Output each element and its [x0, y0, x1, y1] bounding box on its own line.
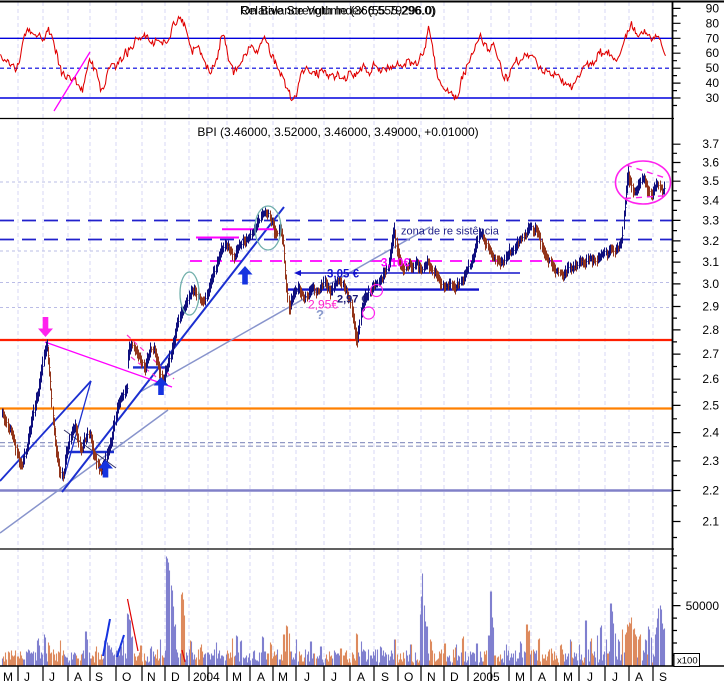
svg-text:2,97 €: 2,97 € [337, 294, 368, 306]
svg-text:70: 70 [706, 31, 720, 45]
svg-text:90: 90 [706, 1, 720, 15]
svg-text:3.2: 3.2 [702, 234, 719, 248]
svg-text:M: M [515, 670, 525, 684]
svg-text:30: 30 [706, 91, 720, 105]
svg-text:M: M [563, 670, 573, 684]
svg-text:3.1: 3.1 [702, 255, 719, 269]
svg-text:2.5: 2.5 [702, 398, 719, 412]
svg-text:2,95€: 2,95€ [308, 298, 338, 312]
svg-text:2.3: 2.3 [702, 454, 719, 468]
svg-text:D: D [450, 670, 459, 684]
svg-text:O: O [122, 670, 131, 684]
svg-text:50: 50 [706, 61, 720, 75]
svg-text:M: M [3, 670, 13, 684]
svg-text:J: J [331, 670, 337, 684]
svg-text:BPI (3.46000, 3.52000, 3.46000: BPI (3.46000, 3.52000, 3.46000, 3.49000,… [197, 125, 478, 139]
svg-text:2005: 2005 [473, 670, 500, 684]
svg-text:J: J [587, 670, 593, 684]
svg-text:3,05 €: 3,05 € [327, 269, 360, 281]
svg-text:3,10€: 3,10€ [381, 258, 410, 270]
svg-text:2004: 2004 [193, 670, 220, 684]
svg-text:Relative Strength Index (55.79: Relative Strength Index (55.79296.0) [240, 4, 436, 18]
svg-text:J: J [24, 670, 30, 684]
svg-text:J: J [49, 670, 55, 684]
svg-text:2.9: 2.9 [702, 300, 719, 314]
svg-text:80: 80 [706, 16, 720, 30]
svg-text:40: 40 [706, 76, 720, 90]
svg-text:3.3: 3.3 [702, 213, 719, 227]
svg-text:2.1: 2.1 [702, 515, 719, 529]
svg-text:A: A [635, 670, 643, 684]
svg-text:2.4: 2.4 [702, 426, 719, 440]
svg-text:A: A [257, 670, 265, 684]
svg-text:S: S [659, 670, 667, 684]
svg-text:A: A [538, 670, 546, 684]
svg-text:O: O [404, 670, 413, 684]
svg-text:2.2: 2.2 [702, 484, 719, 498]
svg-text:M: M [278, 670, 288, 684]
svg-text:On Balance Volume (366,555,296: On Balance Volume (366,555,296.0) [241, 4, 435, 18]
svg-text:x100: x100 [677, 656, 698, 667]
svg-text:zona de re sistência: zona de re sistência [401, 226, 500, 238]
svg-text:D: D [171, 670, 180, 684]
svg-text:3.0: 3.0 [702, 277, 719, 291]
svg-text:N: N [427, 670, 436, 684]
svg-text:A: A [74, 670, 82, 684]
svg-text:N: N [147, 670, 156, 684]
svg-text:?: ? [316, 307, 324, 322]
svg-text:3.4: 3.4 [702, 194, 719, 208]
svg-text:J: J [612, 670, 618, 684]
svg-text:A: A [357, 670, 365, 684]
svg-text:50000: 50000 [686, 599, 720, 613]
svg-text:S: S [381, 670, 389, 684]
svg-text:2.6: 2.6 [702, 372, 719, 386]
svg-text:60: 60 [706, 46, 720, 60]
svg-text:2.7: 2.7 [702, 347, 719, 361]
svg-text:2.8: 2.8 [702, 323, 719, 337]
svg-text:3.7: 3.7 [702, 137, 719, 151]
svg-text:J: J [304, 670, 310, 684]
svg-text:M: M [232, 670, 242, 684]
svg-text:3.6: 3.6 [702, 156, 719, 170]
svg-text:S: S [95, 670, 103, 684]
svg-text:3.5: 3.5 [702, 174, 719, 188]
